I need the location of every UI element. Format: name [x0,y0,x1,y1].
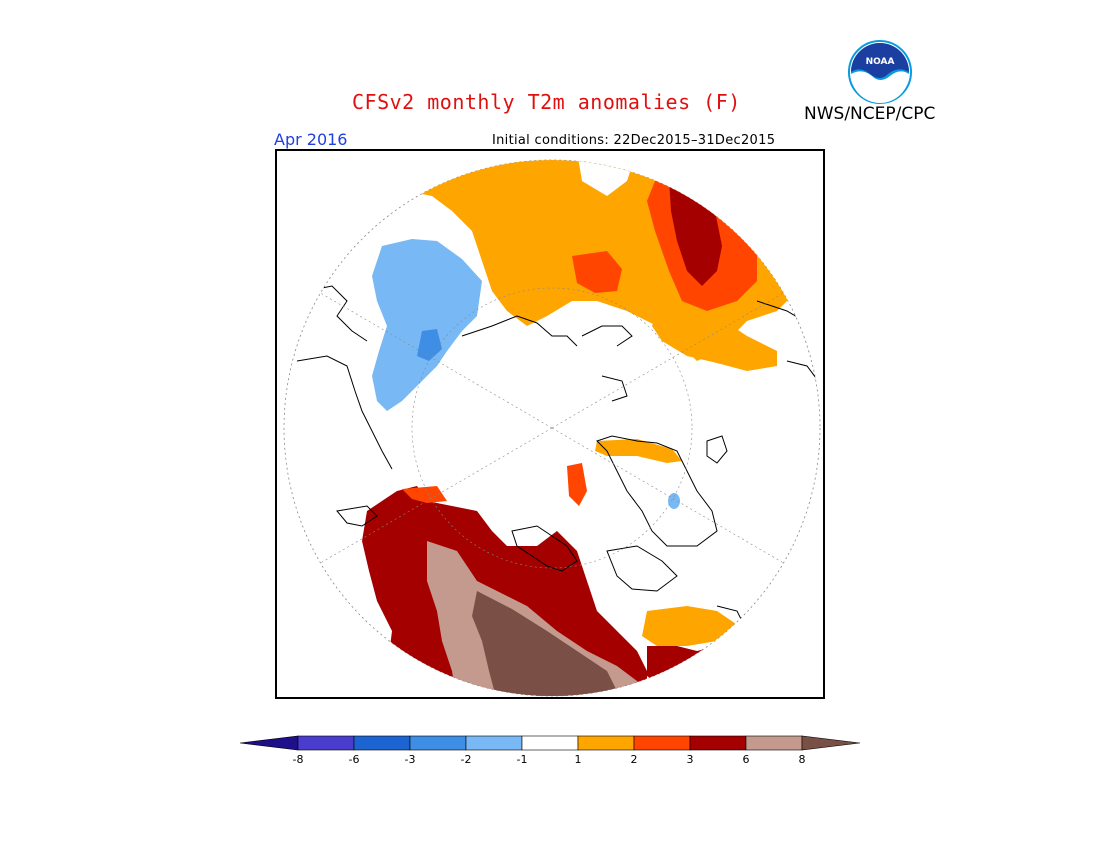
anomaly-darkred-se [647,646,717,686]
anomaly-redorange-small [567,463,587,506]
colorbar-cell [465,735,523,751]
colorbar-tick-label: -6 [348,753,360,766]
colorbar-tick-label: -2 [460,753,472,766]
colorbar-tick-label: -8 [292,753,304,766]
colorbar-cell [745,735,803,751]
colorbar-tick-label: 2 [630,753,638,766]
anomaly-lightblue-west [372,239,482,411]
noaa-logo-text: NOAA [866,57,895,67]
colorbar-cell [409,735,467,751]
anomaly-orange-se [642,606,739,646]
colorbar-cell [577,735,635,751]
colorbar-tick-label: 8 [798,753,806,766]
initial-conditions: Initial conditions: 22Dec2015–31Dec2015 [492,133,776,148]
colorbar-tick-label: -1 [516,753,528,766]
anomaly-blue-small [417,329,442,361]
polar-map-frame [275,149,825,699]
anomaly-orange-ne-coast [652,311,777,371]
anomaly-brown-core [472,591,622,696]
colorbar-tick-label: 3 [686,753,694,766]
colorbar [239,735,861,751]
agency-label: NWS/NCEP/CPC [804,104,936,124]
colorbar-cell [689,735,747,751]
graticule [316,287,788,569]
colorbar-cell [521,735,579,751]
colorbar-tick-label: -3 [404,753,416,766]
colorbar-cell [633,735,691,751]
colorbar-tick-label: 6 [742,753,750,766]
polar-map [283,159,821,697]
colorbar-cell [297,735,355,751]
anomaly-redorange-center [572,251,622,293]
colorbar-tick-label: 1 [574,753,582,766]
colorbar-extend-high [801,735,861,751]
anomaly-blue-greenland [668,493,680,509]
colorbar-cell [353,735,411,751]
forecast-period: Apr 2016 [274,130,348,149]
anomaly-redorange-na-top [402,486,447,503]
colorbar-extend-low [239,735,299,751]
map-title: CFSv2 monthly T2m anomalies (F) [352,90,741,114]
anomaly-orange-arctic-coast [595,439,682,463]
noaa-logo: NOAA [848,40,912,104]
